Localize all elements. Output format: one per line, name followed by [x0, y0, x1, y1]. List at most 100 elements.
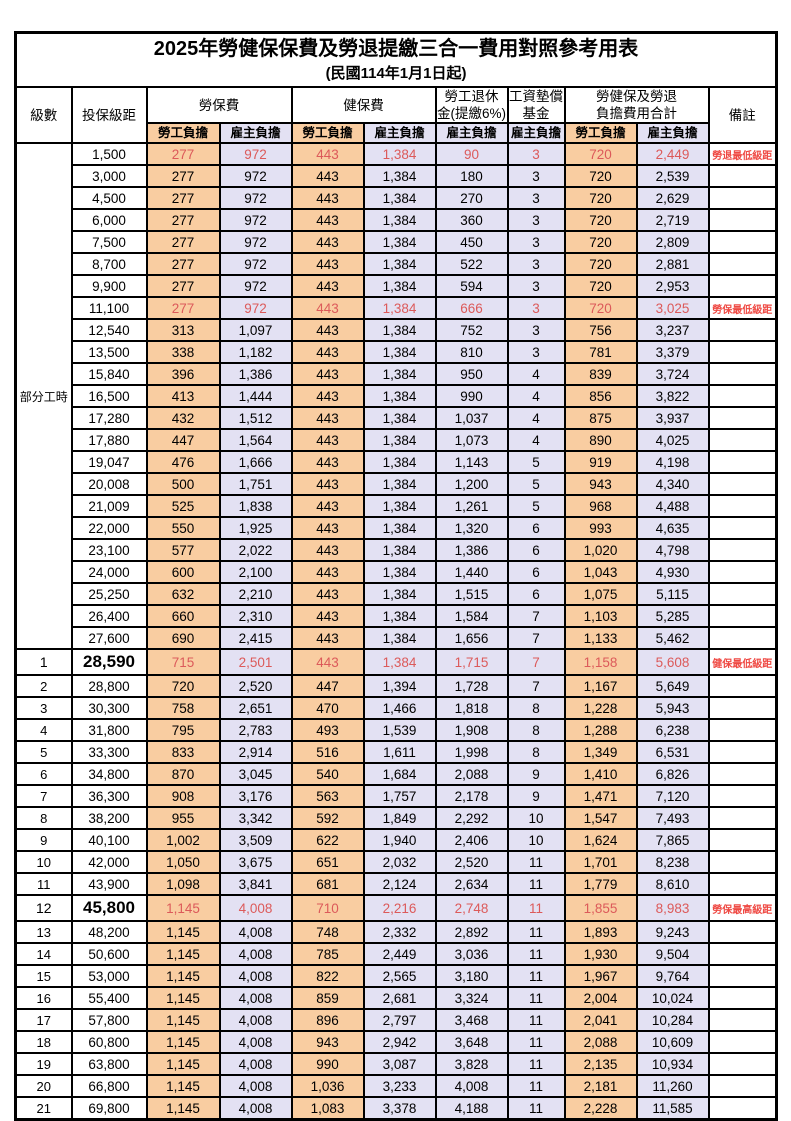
cell-total-employer: 10,284 — [635, 1008, 710, 1032]
cell-labor-employee: 833 — [145, 740, 221, 764]
cell-labor-employee: 715 — [145, 648, 221, 676]
table-row: 15 53,000 1,145 4,008 822 2,565 3,180 11 1,967 9,… — [14, 964, 778, 988]
cell-total-employer: 10,609 — [635, 1030, 710, 1054]
cell-salary: 69,800 — [70, 1096, 148, 1121]
header-total-line2: 負擔費用合計 — [596, 106, 677, 121]
cell-total-employer: 8,610 — [635, 872, 710, 896]
table-row: 13 48,200 1,145 4,008 748 2,332 2,892 11 1,893 9,… — [14, 920, 778, 944]
cell-health-employee: 443 — [290, 538, 365, 562]
page-title: 2025年勞健保保費及勞退提繳三合一費用對照參考用表 — [153, 38, 639, 60]
table-row: 7,500 277 972 443 1,384 450 3 720 2,809 — [16, 230, 778, 254]
table-row: 25,250 632 2,210 443 1,384 1,515 6 1,075 5,115 — [16, 582, 778, 606]
table-row: 7 36,300 908 3,176 563 1,757 2,178 9 1,471 7,120 — [14, 784, 778, 808]
table-row: 24,000 600 2,100 443 1,384 1,440 6 1,043 4,930 — [16, 560, 778, 584]
cell-total-employee: 1,020 — [563, 538, 638, 562]
cell-total-employee: 1,701 — [563, 850, 638, 874]
cell-labor-employee: 447 — [145, 428, 221, 452]
cell-wage-fund-employer: 3 — [506, 274, 566, 298]
cell-labor-employee: 795 — [145, 718, 221, 742]
cell-health-employer: 1,384 — [362, 142, 437, 166]
cell-labor-employee: 525 — [145, 494, 221, 518]
cell-wage-fund-employer: 3 — [506, 208, 566, 232]
cell-health-employer: 1,384 — [362, 494, 437, 518]
cell-remark — [707, 964, 778, 988]
cell-total-employee: 756 — [563, 318, 638, 342]
cell-pension-employer: 3,036 — [434, 942, 509, 966]
table-row: 11,100 277 972 443 1,384 666 3 720 3,025 勞保最低級距 — [16, 296, 778, 320]
cell-total-employee: 1,349 — [563, 740, 638, 764]
cell-wage-fund-employer: 10 — [506, 828, 566, 852]
cell-labor-employer: 1,182 — [218, 340, 293, 364]
cell-labor-employer: 1,666 — [218, 450, 293, 474]
cell-wage-fund-employer: 7 — [506, 674, 566, 698]
cell-total-employer: 8,983 — [635, 894, 710, 922]
cell-level: 17 — [14, 1008, 73, 1032]
cell-remark — [707, 920, 778, 944]
cell-wage-fund-employer: 3 — [506, 142, 566, 166]
cell-salary: 23,100 — [70, 538, 148, 562]
cell-total-employee: 720 — [563, 296, 638, 320]
cell-salary: 9,900 — [70, 274, 148, 298]
cell-wage-fund-employer: 11 — [506, 1030, 566, 1054]
cell-remark — [707, 850, 778, 874]
cell-total-employer: 3,237 — [635, 318, 710, 342]
cell-remark — [707, 1030, 778, 1054]
cell-wage-fund-employer: 7 — [506, 626, 566, 650]
cell-health-employee: 443 — [290, 142, 365, 166]
cell-total-employer: 2,719 — [635, 208, 710, 232]
cell-health-employee: 443 — [290, 230, 365, 254]
cell-remark — [707, 450, 778, 474]
table-row: 1 28,590 715 2,501 443 1,384 1,715 7 1,158 5,608 健… — [14, 648, 778, 676]
cell-labor-employee: 908 — [145, 784, 221, 808]
cell-total-employer: 6,238 — [635, 718, 710, 742]
cell-pension-employer: 270 — [434, 186, 509, 210]
cell-health-employee: 516 — [290, 740, 365, 764]
cell-labor-employer: 972 — [218, 186, 293, 210]
cell-remark — [707, 208, 778, 232]
cell-level: 18 — [14, 1030, 73, 1054]
cell-wage-fund-employer: 5 — [506, 494, 566, 518]
cell-total-employee: 720 — [563, 142, 638, 166]
cell-health-employer: 1,384 — [362, 186, 437, 210]
cell-health-employee: 943 — [290, 1030, 365, 1054]
cell-labor-employee: 600 — [145, 560, 221, 584]
cell-labor-employer: 3,342 — [218, 806, 293, 830]
cell-wage-fund-employer: 11 — [506, 964, 566, 988]
cell-health-employee: 622 — [290, 828, 365, 852]
cell-health-employee: 563 — [290, 784, 365, 808]
cell-labor-employer: 1,564 — [218, 428, 293, 452]
cell-remark — [707, 872, 778, 896]
cell-total-employer: 3,724 — [635, 362, 710, 386]
cell-health-employee: 470 — [290, 696, 365, 720]
cell-total-employee: 720 — [563, 274, 638, 298]
table-row: 16 55,400 1,145 4,008 859 2,681 3,324 11 2,004 10… — [14, 986, 778, 1010]
cell-health-employer: 1,384 — [362, 296, 437, 320]
cell-health-employer: 2,681 — [362, 986, 437, 1010]
cell-pension-employer: 1,818 — [434, 696, 509, 720]
cell-pension-employer: 990 — [434, 384, 509, 408]
cell-remark — [707, 274, 778, 298]
cell-pension-employer: 1,261 — [434, 494, 509, 518]
cell-labor-employer: 4,008 — [218, 1052, 293, 1076]
cell-salary: 66,800 — [70, 1074, 148, 1098]
cell-total-employee: 1,547 — [563, 806, 638, 830]
cell-health-employer: 1,384 — [362, 230, 437, 254]
cell-labor-employer: 4,008 — [218, 1030, 293, 1054]
header-remark: 備註 — [707, 86, 778, 144]
cell-remark — [707, 828, 778, 852]
cell-total-employee: 1,167 — [563, 674, 638, 698]
header-wage-fund: 工資墊償 基金 — [506, 86, 566, 124]
cell-labor-employee: 277 — [145, 296, 221, 320]
table-row: 12 45,800 1,145 4,008 710 2,216 2,748 11 1,855 8,… — [14, 894, 778, 922]
cell-remark — [707, 986, 778, 1010]
cell-remark — [707, 718, 778, 742]
table-row: 13,500 338 1,182 443 1,384 810 3 781 3,379 — [16, 340, 778, 364]
cell-pension-employer: 360 — [434, 208, 509, 232]
cell-total-employer: 4,340 — [635, 472, 710, 496]
subheader-total-employer: 雇主負擔 — [635, 122, 710, 144]
page-subtitle: (民國114年1月1日起) — [325, 65, 467, 82]
cell-total-employee: 1,103 — [563, 604, 638, 628]
header-wage-fund-line2: 基金 — [522, 106, 550, 121]
cell-salary: 45,800 — [70, 894, 148, 922]
cell-health-employee: 443 — [290, 340, 365, 364]
